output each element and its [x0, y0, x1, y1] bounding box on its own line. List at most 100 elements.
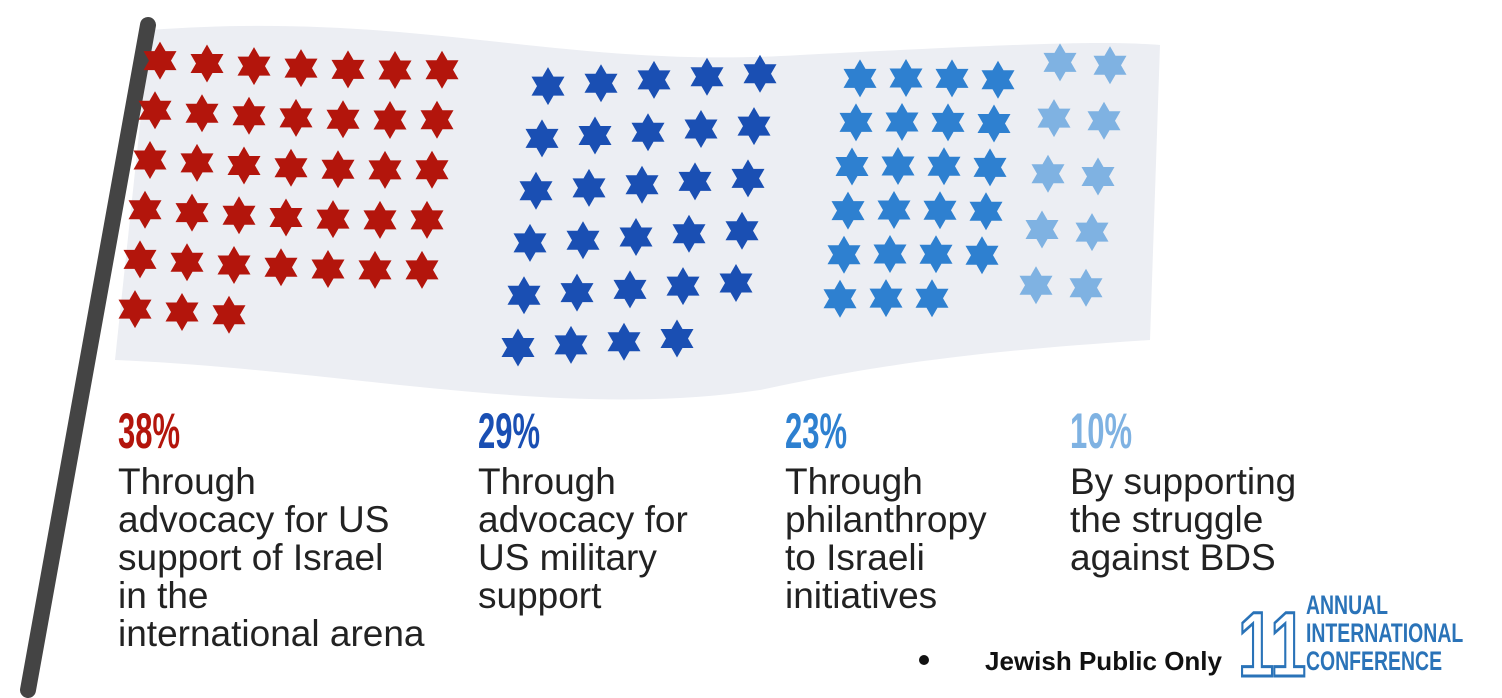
star: [923, 191, 957, 230]
star: [501, 328, 535, 367]
star: [326, 100, 360, 139]
star: [1093, 46, 1127, 85]
star: [1087, 101, 1121, 140]
star: [672, 214, 706, 253]
star: [885, 103, 919, 141]
star: [927, 147, 961, 186]
category-label: Through: [785, 461, 923, 502]
star: [311, 250, 345, 288]
star: [637, 60, 671, 99]
star: [625, 165, 659, 204]
footnote: Jewish Public Only: [985, 646, 1222, 676]
star: [405, 250, 439, 289]
star: [118, 290, 152, 329]
star: [415, 150, 449, 189]
pictogram: [118, 41, 1127, 367]
star: [584, 64, 618, 103]
star: [823, 279, 857, 318]
star: [631, 113, 665, 152]
star: [227, 146, 261, 185]
star: [531, 67, 565, 106]
star: [560, 273, 594, 312]
star: [725, 211, 759, 250]
category-label: in the: [118, 575, 209, 616]
star: [358, 250, 392, 289]
star: [279, 98, 313, 137]
star: [969, 192, 1003, 231]
star: [190, 44, 224, 83]
star: [180, 143, 214, 182]
category-label: philanthropy: [785, 499, 987, 540]
star: [719, 264, 753, 302]
star: [1081, 157, 1115, 196]
star: [690, 57, 724, 96]
star: [321, 150, 355, 189]
star: [835, 147, 869, 186]
star: [743, 54, 777, 93]
star: [368, 150, 402, 189]
star: [507, 276, 541, 315]
category-label: against BDS: [1070, 537, 1276, 578]
flag-pole: [20, 17, 156, 698]
category-label: advocacy for: [478, 499, 688, 540]
logo-text: CONFERENCE: [1306, 646, 1442, 676]
star: [232, 96, 266, 135]
star: [869, 279, 903, 318]
star: [175, 193, 209, 232]
star: [513, 223, 547, 262]
star: [378, 51, 412, 89]
star: [572, 168, 606, 207]
category-label: support of Israel: [118, 537, 383, 578]
category-label: By supporting: [1070, 461, 1296, 502]
star: [935, 59, 969, 98]
star: [128, 190, 162, 229]
star: [363, 200, 397, 239]
star: [284, 49, 318, 88]
bullet: [919, 655, 929, 665]
star: [981, 60, 1015, 99]
star: [843, 59, 877, 98]
value-label: 23%: [785, 402, 847, 458]
star: [1019, 266, 1053, 305]
star: [525, 119, 559, 158]
star: [1069, 268, 1103, 307]
star: [827, 235, 861, 274]
star: [839, 103, 873, 142]
star: [881, 147, 915, 185]
category-label: US military: [478, 537, 657, 578]
star: [578, 116, 612, 155]
star: [185, 94, 219, 133]
star: [170, 243, 204, 282]
star: [566, 221, 600, 260]
star: [619, 218, 653, 256]
value-label: 10%: [1070, 402, 1132, 458]
star: [1025, 210, 1059, 249]
star: [420, 100, 454, 139]
star: [373, 101, 407, 139]
star: [666, 267, 700, 306]
star: [133, 141, 167, 179]
star: [410, 200, 444, 239]
category-label: advocacy for US: [118, 499, 389, 540]
star: [217, 246, 251, 284]
star: [1031, 154, 1065, 193]
star: [222, 196, 256, 235]
logo-number: 11: [1238, 593, 1306, 696]
category-label: the struggle: [1070, 499, 1263, 540]
category-label: initiatives: [785, 575, 937, 616]
logo-text: ANNUAL: [1306, 590, 1388, 620]
star: [123, 240, 157, 279]
star: [660, 319, 694, 358]
star: [331, 50, 365, 89]
star: [877, 191, 911, 229]
star: [316, 200, 350, 239]
star: [138, 91, 172, 130]
star: [165, 293, 199, 331]
star: [965, 236, 999, 275]
star: [919, 235, 953, 274]
star: [143, 41, 177, 80]
star: [519, 171, 553, 210]
star: [977, 104, 1011, 143]
